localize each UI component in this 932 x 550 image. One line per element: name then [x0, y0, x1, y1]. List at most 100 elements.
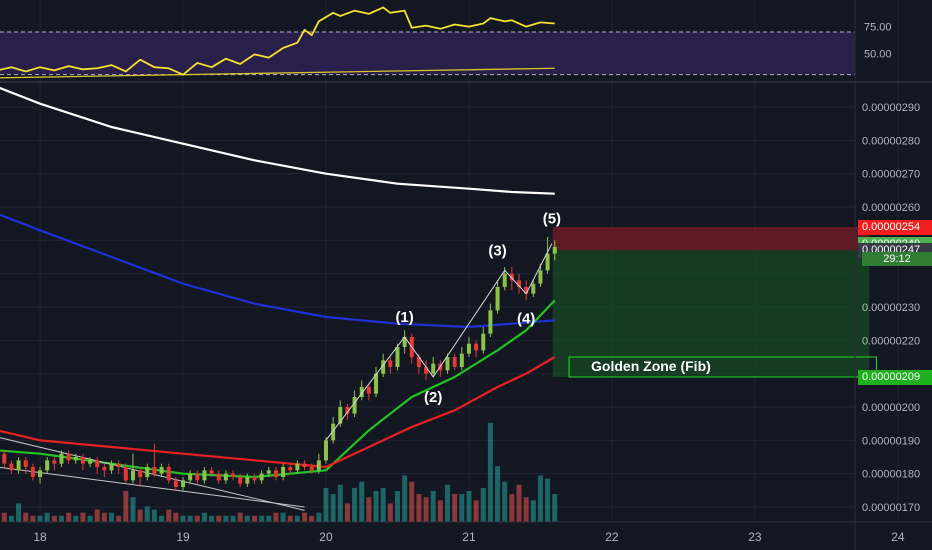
- candle-body[interactable]: [202, 470, 207, 481]
- candle-body[interactable]: [302, 463, 307, 467]
- golden-zone-box[interactable]: [568, 356, 877, 378]
- candle-body[interactable]: [238, 477, 243, 484]
- candle-body[interactable]: [9, 463, 14, 471]
- candle-body[interactable]: [138, 470, 143, 477]
- candle-body[interactable]: [288, 467, 293, 471]
- candle-body[interactable]: [231, 473, 236, 477]
- candle-body[interactable]: [359, 387, 364, 397]
- candle-body[interactable]: [281, 467, 286, 477]
- candle-body[interactable]: [388, 360, 393, 367]
- price-badge: 0.00000209: [858, 370, 932, 385]
- candle-body[interactable]: [416, 357, 421, 367]
- candle-body[interactable]: [338, 407, 343, 424]
- candle-body[interactable]: [66, 453, 71, 461]
- candle-body[interactable]: [402, 337, 407, 347]
- position-zones[interactable]: Golden Zone (Fib): [552, 227, 877, 378]
- price-tick-label: 0.00000200: [862, 402, 920, 414]
- candle-body[interactable]: [145, 467, 150, 477]
- elliott-wave[interactable]: (1) (2) (3) (4) (5): [325, 211, 561, 441]
- candle-body[interactable]: [209, 470, 214, 474]
- candle-body[interactable]: [123, 467, 128, 481]
- candle-body[interactable]: [445, 357, 450, 371]
- candle-body[interactable]: [195, 473, 200, 481]
- volume-bar: [380, 487, 386, 522]
- candle-body[interactable]: [509, 273, 514, 281]
- candle-body[interactable]: [381, 360, 386, 374]
- candle-body[interactable]: [266, 470, 271, 474]
- candle-body[interactable]: [73, 457, 78, 461]
- candle-body[interactable]: [259, 473, 264, 481]
- price-tick-label: 0.00000260: [862, 202, 920, 214]
- volume-bar: [73, 515, 79, 522]
- time-tick-label: 18: [33, 530, 47, 544]
- candle-body[interactable]: [545, 253, 550, 271]
- price-tick-label: 0.00000280: [862, 135, 920, 147]
- candle-body[interactable]: [352, 397, 357, 414]
- candle-body[interactable]: [466, 343, 471, 354]
- candle-body[interactable]: [452, 357, 457, 367]
- candle-body[interactable]: [95, 460, 100, 467]
- volume-bar: [302, 512, 308, 522]
- candle-body[interactable]: [309, 467, 314, 471]
- candle-body[interactable]: [173, 480, 178, 487]
- volume-bar: [123, 491, 129, 522]
- volume-bar: [8, 515, 14, 522]
- candle-body[interactable]: [531, 283, 536, 294]
- candle-body[interactable]: [481, 333, 486, 351]
- candle-body[interactable]: [295, 463, 300, 471]
- candle-body[interactable]: [366, 387, 371, 394]
- moving-averages: [0, 86, 556, 511]
- candle-body[interactable]: [474, 343, 479, 351]
- candle-body[interactable]: [252, 477, 257, 481]
- candle-body[interactable]: [316, 460, 321, 471]
- candle-body[interactable]: [495, 287, 500, 311]
- candle-body[interactable]: [488, 310, 493, 334]
- candle-body[interactable]: [52, 460, 57, 464]
- candle-body[interactable]: [216, 473, 221, 481]
- candle-body[interactable]: [166, 467, 171, 481]
- candle-body[interactable]: [223, 473, 228, 481]
- candle-body[interactable]: [395, 347, 400, 367]
- candle-body[interactable]: [431, 363, 436, 374]
- candle-body[interactable]: [116, 463, 121, 467]
- take-profit-zone[interactable]: [552, 250, 870, 377]
- candle-body[interactable]: [273, 470, 278, 477]
- volume-bar: [473, 500, 479, 522]
- candle-body[interactable]: [502, 273, 507, 287]
- volume-bar: [23, 512, 29, 522]
- candle-body[interactable]: [130, 470, 135, 481]
- candle-body[interactable]: [331, 423, 336, 441]
- candle-body[interactable]: [102, 467, 107, 471]
- candle-body[interactable]: [245, 477, 250, 484]
- rsi-pane[interactable]: [0, 6, 932, 83]
- candle-body[interactable]: [38, 470, 43, 477]
- candle-body[interactable]: [552, 247, 557, 254]
- candle-body[interactable]: [88, 460, 93, 464]
- trendline: [0, 466, 305, 508]
- candle-body[interactable]: [181, 480, 186, 487]
- candle-body[interactable]: [23, 460, 28, 467]
- candle-body[interactable]: [159, 467, 164, 474]
- candle-body[interactable]: [524, 287, 529, 294]
- candle-body[interactable]: [538, 270, 543, 284]
- candle-body[interactable]: [109, 463, 114, 471]
- volume-bar: [187, 515, 193, 522]
- candle-body[interactable]: [2, 453, 7, 464]
- candle-body[interactable]: [424, 367, 429, 374]
- candle-body[interactable]: [45, 460, 50, 471]
- candle-body[interactable]: [459, 353, 464, 367]
- candle-body[interactable]: [374, 373, 379, 394]
- volume-bar: [101, 512, 107, 522]
- candle-body[interactable]: [345, 407, 350, 414]
- candle-body[interactable]: [80, 457, 85, 464]
- candle-body[interactable]: [59, 453, 64, 464]
- candle-body[interactable]: [16, 460, 21, 471]
- candle-body[interactable]: [517, 280, 522, 287]
- rsi-line[interactable]: [0, 6, 555, 76]
- candle-body[interactable]: [30, 467, 35, 477]
- candle-body[interactable]: [323, 440, 328, 461]
- candle-body[interactable]: [188, 473, 193, 481]
- candle-body[interactable]: [152, 467, 157, 474]
- stop-loss-zone[interactable]: [552, 227, 870, 251]
